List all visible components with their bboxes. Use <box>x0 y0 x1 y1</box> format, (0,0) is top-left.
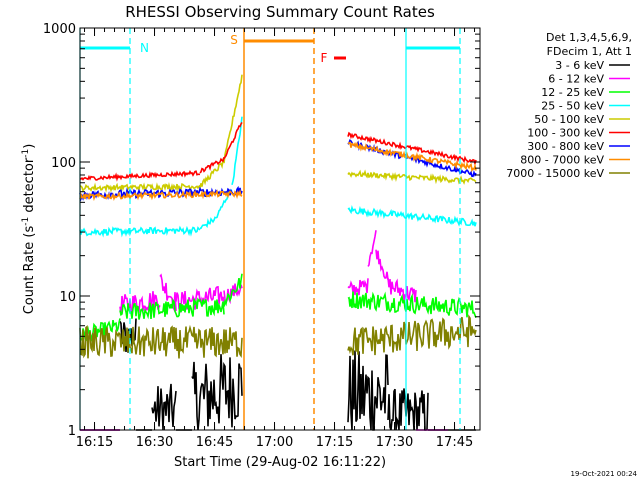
x-tick-label: 16:45 <box>196 435 233 450</box>
night-label: N <box>140 41 149 55</box>
series-line-7000-15000keV <box>79 324 243 359</box>
legend: Det 1,3,4,5,6,9,FDecim 1, Att 13 - 6 keV… <box>506 31 632 180</box>
legend-header: Det 1,3,4,5,6,9, <box>546 31 632 44</box>
y-tick-label: 1 <box>68 424 76 439</box>
series-line-6-12keV <box>387 278 417 303</box>
x-tick-label: 17:15 <box>316 435 353 450</box>
legend-entry-label: 7000 - 15000 keV <box>506 167 604 180</box>
series-line-100-300keV <box>79 169 200 182</box>
series-line-50-100keV <box>199 157 225 189</box>
series-line-12-25keV <box>223 273 243 307</box>
series-line-6-12keV <box>347 278 369 296</box>
y-tick-label: 100 <box>51 156 76 171</box>
legend-entry-label: 25 - 50 keV <box>541 100 604 113</box>
series-layer <box>79 74 477 431</box>
legend-entry-label: 800 - 7000 keV <box>520 154 604 167</box>
series-line-50-100keV <box>79 182 201 193</box>
series-line-25-50keV <box>79 225 201 238</box>
series-line-3-6keV <box>151 383 177 431</box>
y-axis-label: Count Rate (s-1 detector-1) <box>21 144 37 315</box>
legend-entry-label: 100 - 300 keV <box>527 127 604 140</box>
series-line-25-50keV <box>347 204 477 227</box>
x-axis: 16:15 16:30 16:45 17:00 17:15 17:30 17:45 <box>76 28 476 450</box>
series-line-7000-15000keV <box>347 314 477 356</box>
series-line-3-6keV <box>347 350 389 431</box>
series-line-6-12keV <box>367 230 377 267</box>
saa-label: S <box>230 33 238 47</box>
series-line-100-300keV <box>199 156 225 174</box>
series-line-6-12keV <box>375 249 389 280</box>
x-tick-label: 17:00 <box>256 435 293 450</box>
series-line-50-100keV <box>347 169 477 185</box>
y-tick-label: 1000 <box>43 22 76 37</box>
legend-entry-label: 6 - 12 keV <box>548 73 604 86</box>
timestamp: 19-Oct-2021 00:24 <box>571 470 638 478</box>
series-line-25-50keV <box>200 216 217 229</box>
x-tick-label: 17:45 <box>436 435 473 450</box>
series-line-100-300keV <box>347 131 477 167</box>
series-line-25-50keV <box>231 116 243 186</box>
series-line-6-12keV <box>159 273 177 313</box>
x-axis-label: Start Time (29-Aug-02 16:11:22) <box>174 455 386 470</box>
flare-label: F <box>321 51 328 65</box>
plot-frame <box>79 27 481 431</box>
series-line-100-300keV <box>223 121 243 160</box>
annotation-layer: N S F <box>79 28 461 430</box>
legend-entry-label: 300 - 800 keV <box>527 140 604 153</box>
legend-entry-label: 50 - 100 keV <box>534 113 604 126</box>
series-line-6-12keV <box>119 291 161 315</box>
legend-entry-label: 3 - 6 keV <box>555 59 604 72</box>
x-tick-label: 16:30 <box>136 435 173 450</box>
series-line-12-25keV <box>347 291 477 318</box>
chart-title: RHESSI Observing Summary Count Rates <box>125 3 435 21</box>
series-line-50-100keV <box>223 74 243 164</box>
series-line-800-7000keV <box>79 188 243 202</box>
x-tick-label: 17:30 <box>376 435 413 450</box>
legend-entry-label: 12 - 25 keV <box>541 86 604 99</box>
y-axis: 1 10 100 1000 <box>43 22 480 439</box>
y-tick-label: 10 <box>59 290 76 305</box>
legend-header: FDecim 1, Att 1 <box>547 45 632 58</box>
x-tick-label: 16:15 <box>76 435 113 450</box>
series-line-12-25keV <box>119 297 225 320</box>
series-line-3-6keV <box>387 388 429 431</box>
series-line-800-7000keV <box>347 141 477 173</box>
series-line-3-6keV <box>191 354 243 431</box>
